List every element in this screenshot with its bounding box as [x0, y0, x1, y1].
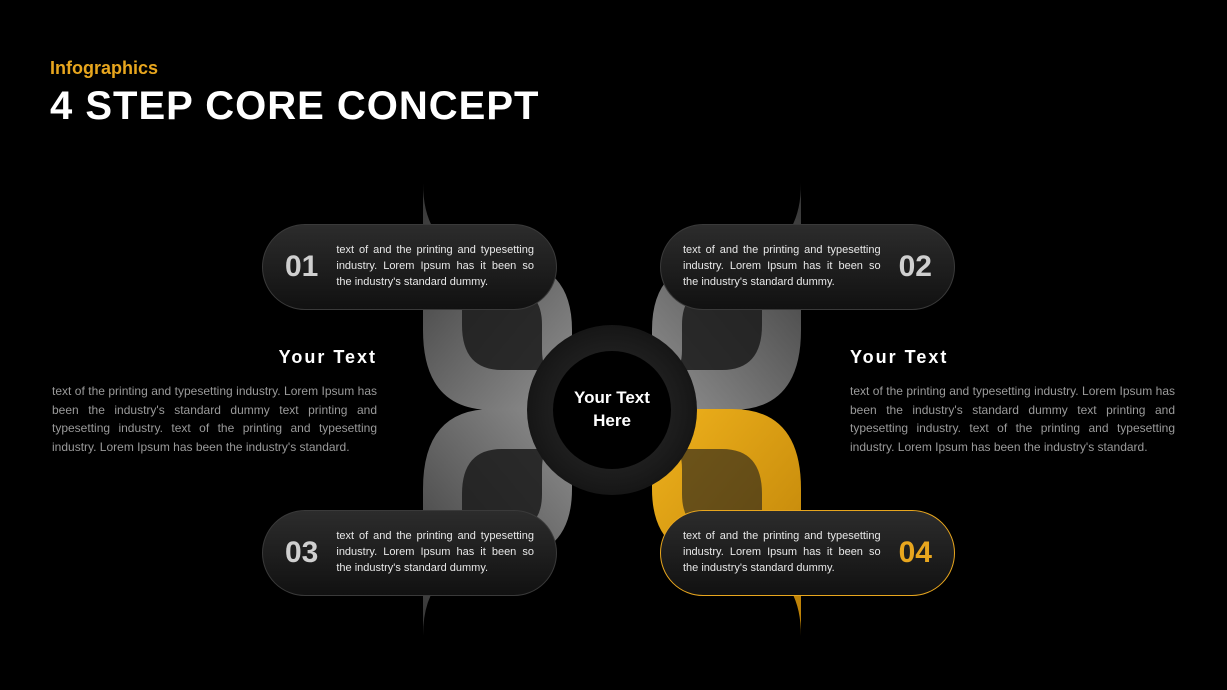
side-left-heading: Your Text — [52, 347, 377, 368]
side-left-body: text of the printing and typesetting ind… — [52, 382, 377, 456]
pill-03-txt: text of and the printing and typesetting… — [336, 529, 534, 577]
side-right-heading: Your Text — [850, 347, 1175, 368]
side-left: Your Text text of the printing and types… — [52, 347, 377, 456]
hub: Your Text Here — [553, 351, 671, 469]
slide-stage: Infographics 4 STEP CORE CONCEPT — [0, 0, 1227, 690]
pill-01-num: 01 — [285, 250, 318, 284]
pill-01: 01 text of and the printing and typesett… — [262, 224, 557, 310]
pill-01-txt: text of and the printing and typesetting… — [336, 243, 534, 291]
pill-04-txt: text of and the printing and typesetting… — [683, 529, 881, 577]
pill-02-num: 02 — [899, 250, 932, 284]
pill-02-txt: text of and the printing and typesetting… — [683, 243, 881, 291]
side-right-body: text of the printing and typesetting ind… — [850, 382, 1175, 456]
pill-03-num: 03 — [285, 536, 318, 570]
slide-title: 4 STEP CORE CONCEPT — [50, 84, 539, 129]
pill-04: 04 text of and the printing and typesett… — [660, 510, 955, 596]
pill-03: 03 text of and the printing and typesett… — [262, 510, 557, 596]
side-right: Your Text text of the printing and types… — [850, 347, 1175, 456]
pill-04-num: 04 — [899, 536, 932, 570]
slide-subtitle: Infographics — [50, 58, 158, 79]
pill-02: 02 text of and the printing and typesett… — [660, 224, 955, 310]
hub-text: Your Text Here — [553, 387, 671, 433]
